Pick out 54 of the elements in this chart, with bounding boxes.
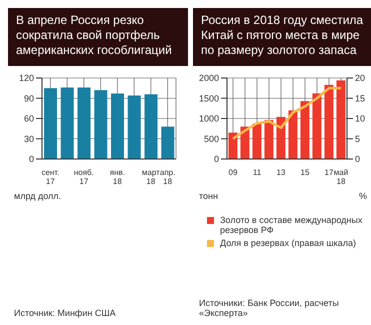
bar: [336, 80, 346, 159]
y2-tick-label: 10: [355, 114, 366, 124]
y-tick-label: 0: [214, 154, 219, 164]
bar: [240, 126, 250, 159]
y2-tick-label: 0: [355, 154, 360, 164]
bar: [264, 120, 274, 159]
x-tick-label: 11: [252, 168, 262, 177]
line-series: [232, 86, 342, 140]
x-tick-label: нояб. 17: [74, 168, 94, 186]
bar: [276, 116, 286, 159]
y-axis-title: млрд долл.: [14, 191, 62, 201]
legend-label: Доля в резервах (правая шкала): [220, 238, 356, 248]
chart-title: В апреле Россия резко сократила свой портфель американских гособлигаций: [8, 8, 188, 66]
text: Источник: Минфин США: [14, 308, 117, 318]
x-tick-label: 09: [228, 168, 238, 177]
bar: [252, 124, 262, 159]
x-tick-label: сент. 17: [41, 168, 60, 186]
y-tick-label: 90: [24, 93, 34, 104]
y-tick-label: 1500: [198, 93, 219, 104]
y-tick-label: 2000: [198, 73, 219, 84]
bar: [312, 93, 322, 159]
bar: [161, 126, 174, 159]
y2-axis-title: %: [358, 191, 367, 201]
bar: [324, 84, 334, 159]
y-axis-title: тонн: [199, 191, 218, 201]
y-tick-label: 1000: [198, 114, 219, 124]
bar: [78, 87, 91, 159]
y-tick-label: 120: [18, 73, 34, 84]
x-tick-label: 15: [300, 168, 310, 177]
x-tick-label: 17: [324, 168, 334, 177]
bar: [111, 94, 124, 159]
bar: [94, 90, 108, 159]
legend-label: Золото в составе международных резервов РФ: [220, 215, 364, 235]
x-tick-label: март 18: [142, 168, 160, 186]
x-tick-label: апр. 18: [160, 168, 176, 186]
y-tick-label: 60: [24, 114, 34, 124]
bar: [228, 132, 238, 159]
bar: [60, 87, 74, 159]
y2-tick-label: 15: [355, 93, 366, 104]
chart-title: Россия в 2018 году сместила Китай с пятого места в мире по размеру золотого запаса: [193, 8, 371, 66]
y2-tick-label: 20: [355, 73, 366, 84]
x-tick-label: янв. 18: [110, 168, 125, 186]
text: Источники: Банк России, расчеты «Эксперта»: [199, 298, 340, 318]
bar: [44, 88, 58, 159]
y-tick-label: 30: [24, 134, 34, 144]
bar: [300, 101, 310, 159]
y-tick-label: 500: [204, 134, 219, 144]
bar: [144, 94, 158, 159]
y-tick-label: 0: [28, 154, 34, 164]
y2-tick-label: 5: [355, 134, 360, 144]
bar: [128, 96, 141, 159]
bar: [288, 110, 298, 159]
x-tick-label: май 18: [334, 168, 348, 186]
x-tick-label: 13: [276, 168, 286, 177]
